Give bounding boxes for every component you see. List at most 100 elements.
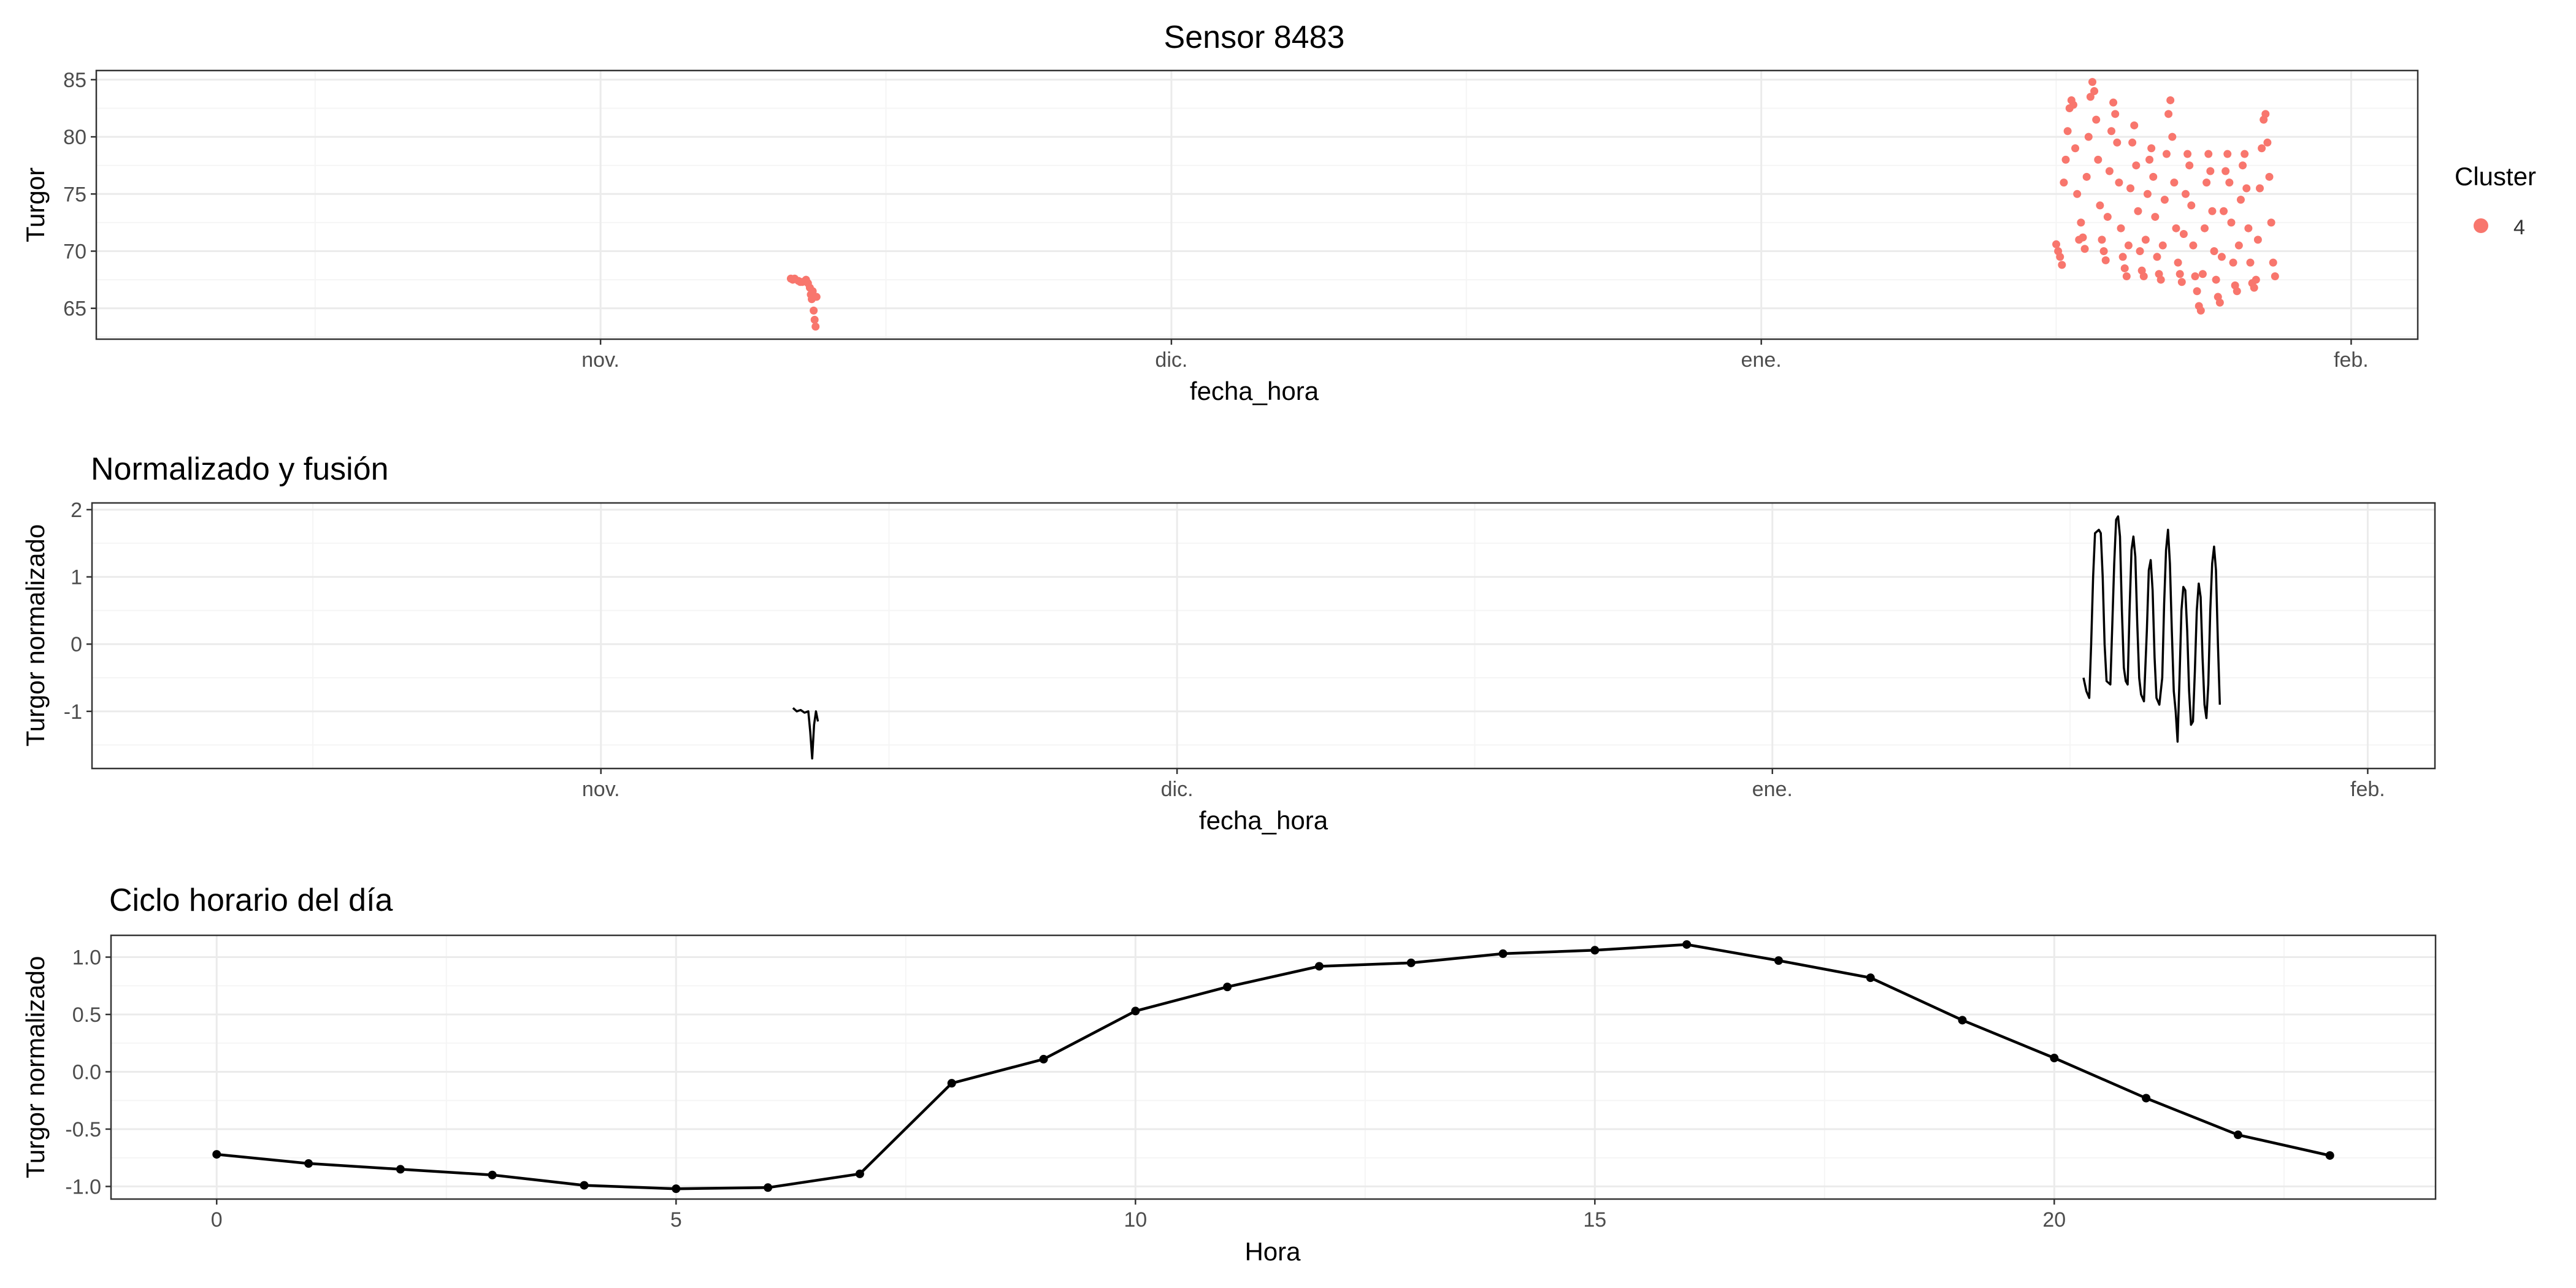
panel-border	[91, 502, 2436, 770]
data-point	[2191, 272, 2199, 280]
data-point	[1314, 962, 1324, 971]
y-tick-label: 0.0	[72, 1060, 101, 1084]
x-tick-label: ene.	[1752, 778, 1793, 801]
data-point	[1682, 940, 1692, 949]
y-tick-label: 2	[71, 499, 82, 522]
panel-ciclo-horario: Ciclo horario del día -1.0-0.50.00.51.0 …	[21, 883, 2437, 1266]
y-tick-label: -0.5	[65, 1118, 101, 1141]
data-point	[2061, 155, 2070, 164]
data-point	[396, 1165, 405, 1174]
data-point	[2111, 110, 2120, 118]
data-point	[2271, 272, 2279, 280]
data-point	[2267, 218, 2275, 227]
data-point	[2056, 253, 2064, 261]
series-line	[2082, 515, 2221, 743]
x-tick-label: nov.	[582, 778, 620, 801]
data-point	[2250, 283, 2258, 292]
data-point	[2151, 213, 2160, 221]
data-point	[2185, 161, 2194, 170]
data-point	[2189, 241, 2198, 250]
data-point	[212, 1150, 221, 1159]
data-point	[2109, 98, 2118, 107]
y-tick-label: 80	[63, 126, 86, 149]
data-point	[2234, 241, 2243, 250]
data-point	[2149, 172, 2158, 181]
data-point	[2094, 155, 2103, 164]
data-point	[2233, 1130, 2242, 1140]
data-point	[2156, 275, 2165, 284]
data-point	[1406, 958, 1416, 967]
data-point	[2196, 306, 2205, 315]
data-point	[2201, 224, 2209, 232]
y-axis-label: Turgor	[21, 167, 50, 242]
data-point	[2244, 224, 2253, 232]
data-point	[2208, 207, 2217, 215]
x-tick-label: nov.	[581, 348, 619, 372]
y-tick-label: -1	[64, 700, 82, 724]
data-point	[2253, 236, 2262, 244]
data-point	[2134, 207, 2142, 215]
data-point	[2122, 272, 2131, 280]
data-point	[2126, 184, 2135, 193]
data-point	[2168, 132, 2177, 141]
data-point	[2193, 287, 2201, 296]
data-point	[2174, 258, 2182, 267]
data-point	[2210, 247, 2218, 255]
data-point	[1958, 1016, 1967, 1025]
data-point	[810, 306, 818, 315]
data-point	[2269, 258, 2277, 267]
y-tick-label: 0.5	[72, 1003, 101, 1027]
data-point	[947, 1079, 956, 1088]
data-point	[2052, 240, 2061, 248]
data-point	[2120, 264, 2129, 272]
data-point	[2217, 253, 2226, 261]
data-point	[2220, 207, 2228, 215]
data-point	[2236, 196, 2245, 204]
data-point	[2212, 275, 2220, 284]
y-tick-label: 1.0	[72, 946, 101, 970]
data-point	[2107, 127, 2116, 136]
data-point	[2198, 270, 2207, 278]
chart-title: Ciclo horario del día	[109, 883, 393, 918]
data-point	[2136, 247, 2144, 255]
x-tick-label: 5	[670, 1208, 682, 1232]
x-tick-label: dic.	[1155, 348, 1187, 372]
data-point	[2239, 161, 2247, 170]
data-point	[2077, 218, 2085, 227]
data-point	[2325, 1151, 2334, 1160]
data-point	[2177, 278, 2186, 286]
data-point	[2166, 96, 2175, 104]
x-tick-label: feb.	[2350, 778, 2385, 801]
y-axis-label: Turgor normalizado	[21, 524, 50, 747]
x-tick-label: 20	[2042, 1208, 2066, 1232]
x-tick-label: dic.	[1161, 778, 1194, 801]
data-point	[2092, 115, 2101, 124]
data-point	[2132, 161, 2141, 170]
data-point	[2204, 150, 2213, 158]
data-point	[2202, 178, 2211, 187]
data-point	[1774, 956, 1783, 965]
data-point	[2082, 172, 2091, 181]
legend-title: Cluster	[2455, 162, 2536, 191]
data-point	[2143, 190, 2152, 198]
data-point	[2060, 178, 2068, 187]
data-point	[2099, 247, 2108, 255]
data-point	[2058, 261, 2066, 269]
data-point	[1590, 946, 1600, 955]
x-axis-label: fecha_hora	[1199, 806, 1328, 835]
y-tick-label: 85	[63, 69, 86, 92]
data-point	[2088, 78, 2096, 86]
data-point	[2113, 138, 2122, 147]
data-point	[2229, 258, 2237, 267]
chart-title: Sensor 8483	[1164, 20, 1345, 55]
data-point	[764, 1183, 773, 1192]
data-point	[2241, 150, 2249, 158]
data-point	[2175, 270, 2184, 278]
x-tick-label: 10	[1124, 1208, 1147, 1232]
data-point	[2071, 144, 2080, 153]
x-tick-label: 0	[211, 1208, 223, 1232]
x-axis-label: Hora	[1244, 1237, 1301, 1266]
y-tick-label: 0	[71, 633, 82, 656]
data-point	[2096, 201, 2104, 210]
